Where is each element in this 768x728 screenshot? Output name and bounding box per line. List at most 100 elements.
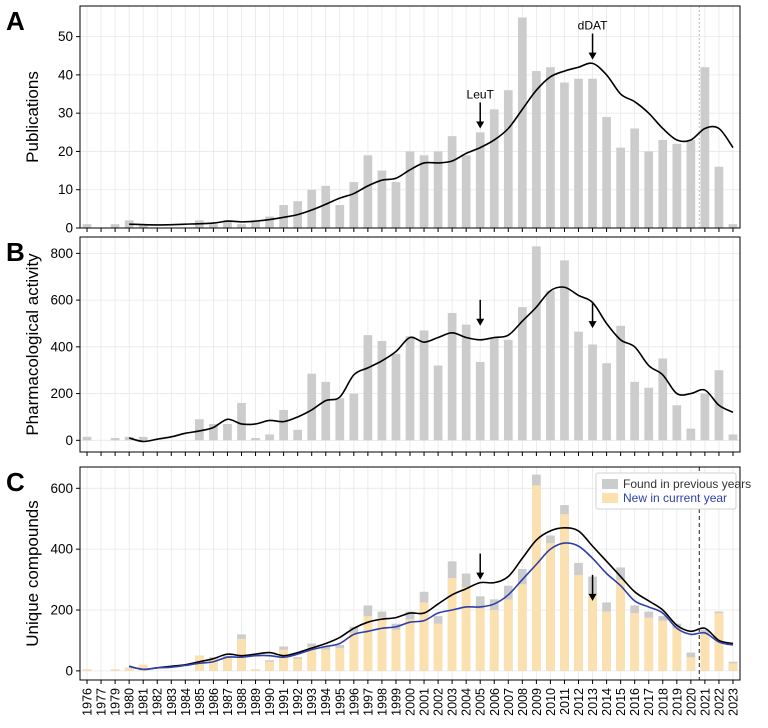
x-tick-label: 2001: [418, 688, 432, 716]
y-axis-label: Unique compounds: [23, 500, 42, 646]
x-tick-label: 1999: [389, 688, 403, 716]
bar: [363, 155, 373, 228]
x-tick-label: 1996: [347, 688, 361, 716]
x-tick-label: 2003: [446, 688, 460, 716]
annotation-arrow: [476, 299, 485, 326]
bar: [532, 485, 541, 671]
x-tick-label: 2014: [600, 688, 614, 716]
bar: [195, 419, 204, 441]
x-tick-label: 2004: [460, 688, 474, 716]
bar: [616, 325, 625, 441]
arrow-head: [476, 318, 485, 326]
x-tick-label: 2020: [684, 688, 698, 716]
bar: [532, 246, 541, 441]
bar: [447, 136, 457, 228]
bar: [251, 669, 260, 671]
x-tick-label: 2021: [698, 688, 712, 716]
bar: [223, 423, 232, 441]
bar: [321, 649, 331, 671]
bar: [237, 402, 246, 441]
bar: [461, 155, 471, 228]
bar: [138, 664, 148, 671]
bar: [672, 143, 682, 228]
bar: [574, 331, 583, 441]
bar: [209, 224, 218, 228]
bar: [686, 657, 696, 671]
arrow-head: [476, 572, 485, 580]
bar: [532, 71, 541, 228]
y-tick-label: 0: [65, 663, 73, 678]
x-tick-label: 2015: [614, 688, 628, 716]
bar: [237, 224, 246, 228]
bar: [377, 340, 387, 441]
y-axis-label: Publications: [23, 71, 42, 163]
bar: [279, 409, 288, 441]
bar: [700, 393, 710, 441]
bar: [223, 657, 232, 671]
y-tick-label: 200: [50, 386, 73, 401]
bar: [489, 109, 499, 228]
y-tick-label: 400: [50, 542, 73, 557]
bar: [419, 330, 429, 441]
bar: [503, 90, 513, 229]
bar: [251, 437, 260, 441]
y-tick-label: 0: [65, 221, 73, 236]
trend-line-0: [129, 62, 734, 226]
bar: [588, 594, 597, 671]
y-tick-label: 600: [50, 293, 73, 308]
bar: [574, 575, 583, 671]
x-tick-label: 2002: [432, 688, 446, 716]
bar: [475, 132, 485, 228]
panel-letter: C: [6, 467, 25, 497]
bar: [489, 337, 499, 441]
bar: [728, 224, 738, 228]
bar: [658, 620, 668, 671]
trend-line-0: [128, 527, 734, 671]
x-tick-label: 1982: [151, 688, 165, 716]
annotation-arrow: dDAT: [578, 19, 608, 60]
bar: [419, 602, 429, 671]
bar: [209, 658, 218, 671]
bar: [616, 147, 625, 228]
bar: [475, 608, 485, 671]
x-tick-label: 1989: [249, 688, 263, 716]
bar: [124, 667, 134, 671]
bar: [82, 436, 92, 441]
bar: [377, 617, 387, 671]
bar: [517, 17, 527, 229]
y-axis-label: Pharmacological activity: [23, 253, 42, 436]
bar: [517, 307, 527, 441]
bar: [644, 387, 654, 441]
bar: [700, 634, 710, 671]
y-axis: 0 10 20 30 40 50: [58, 29, 80, 236]
bar: [377, 170, 387, 228]
x-tick-label: 1985: [193, 688, 207, 716]
bar: [517, 584, 527, 671]
annotation-arrow: [476, 553, 485, 580]
bar: [630, 128, 640, 228]
bar: [363, 335, 373, 441]
y-tick-label: 400: [50, 339, 73, 354]
bar: [447, 312, 457, 441]
legend-box: [595, 472, 737, 510]
y-axis: 0 200 400 600: [50, 481, 80, 678]
bar: [461, 587, 471, 671]
bar: [700, 67, 710, 229]
x-tick-label: 1990: [263, 688, 277, 716]
panel-c-unique-compounds: 0 200 400 600 Unique compounds C Found in prev…: [6, 466, 751, 681]
annotation-label: dDAT: [578, 19, 608, 33]
bar: [265, 661, 274, 671]
x-tick-label: 1997: [361, 688, 375, 716]
bar: [503, 599, 513, 671]
shared-x-axis-year-labels: 1976 1977 1979 1980 1981 1982 1983 1984 1985 1986…: [81, 228, 740, 716]
bar: [251, 220, 260, 228]
x-tick-label: 2008: [516, 688, 530, 716]
bar: [658, 139, 668, 228]
bar: [560, 82, 569, 228]
x-tick-label: 1994: [319, 688, 333, 716]
x-tick-label: 2016: [628, 688, 642, 716]
bar: [475, 362, 485, 441]
bar-series-0: [82, 246, 738, 441]
y-tick-label: 0: [65, 433, 73, 448]
